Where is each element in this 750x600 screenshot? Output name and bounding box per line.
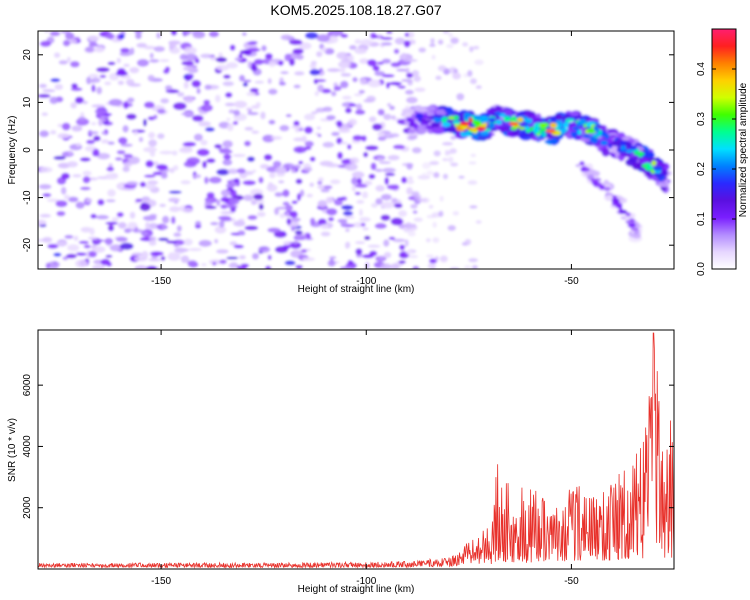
spectrogram-x-ticks: -150 -100 -50 bbox=[151, 31, 579, 287]
spectrogram-y-ticks: -20 -10 0 10 20 bbox=[22, 49, 674, 253]
spectrogram-x-tick-label: -100 bbox=[356, 276, 376, 287]
snr-frame bbox=[37, 329, 675, 570]
spectrogram-y-tick-label: 20 bbox=[22, 49, 33, 61]
snr-x-tick-label: -150 bbox=[151, 576, 171, 587]
snr-xlabel: Height of straight line (km) bbox=[298, 584, 415, 595]
colorbar-tick-label: 0.2 bbox=[696, 162, 707, 176]
spectrogram-x-tick-label: -50 bbox=[564, 276, 579, 287]
spectrogram-xlabel: Height of straight line (km) bbox=[298, 284, 415, 295]
spectrogram-y-tick-label: 0 bbox=[22, 147, 33, 153]
snr-x-tick-label: -50 bbox=[564, 576, 579, 587]
colorbar-label: Normalized spectral amplitude bbox=[738, 82, 749, 217]
colorbar-tick-label: 0.0 bbox=[696, 262, 707, 276]
snr-y-tick-label: 6000 bbox=[22, 374, 33, 397]
snr-y-ticks: 2000 4000 6000 bbox=[22, 374, 674, 519]
snr-series-line bbox=[38, 332, 674, 569]
spectrogram-y-tick-label: -20 bbox=[22, 238, 33, 253]
colorbar-tick-label: 0.4 bbox=[696, 62, 707, 76]
spectrogram-y-tick-label: -10 bbox=[22, 190, 33, 205]
colorbar-scale bbox=[711, 28, 737, 270]
spectrogram-y-tick-label: 10 bbox=[22, 96, 33, 108]
snr-x-tick-label: -100 bbox=[356, 576, 376, 587]
chart-title: KOM5.2025.108.18.27.G07 bbox=[270, 2, 441, 18]
colorbar: 0.0 0.1 0.2 0.3 0.4 Normalized spectral ampl… bbox=[696, 28, 749, 276]
colorbar-tick-label: 0.3 bbox=[696, 112, 707, 126]
snr-y-tick-label: 2000 bbox=[22, 496, 33, 519]
snr-panel: -150 -100 -50 2000 4000 6000 Height of strai… bbox=[7, 329, 675, 595]
snr-y-tick-label: 4000 bbox=[22, 435, 33, 458]
colorbar-tick-label: 0.1 bbox=[696, 212, 707, 226]
snr-x-ticks: -150 -100 -50 bbox=[151, 330, 579, 587]
spectrogram-ylabel: Frequency (Hz) bbox=[7, 116, 18, 185]
spectrogram-x-tick-label: -150 bbox=[151, 276, 171, 287]
colorbar-ticks: 0.0 0.1 0.2 0.3 0.4 bbox=[696, 62, 736, 276]
snr-ylabel: SNR (10 * v/v) bbox=[7, 418, 18, 482]
spectrogram-heatmap bbox=[38, 31, 674, 269]
